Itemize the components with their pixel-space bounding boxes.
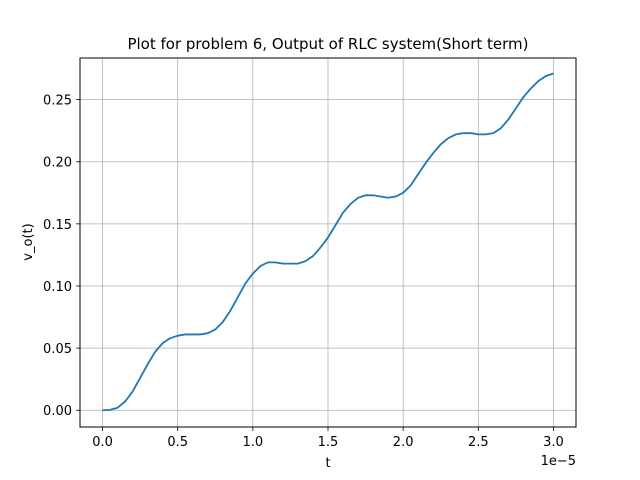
x-tick-label: 0.5 <box>167 435 188 450</box>
x-tick-label: 0.0 <box>92 435 113 450</box>
x-tick-label: 2.0 <box>393 435 414 450</box>
x-tick-label: 2.5 <box>468 435 489 450</box>
y-axis-label: v_o(t) <box>21 223 36 260</box>
y-tick-label: 0.05 <box>43 342 72 357</box>
y-tick-label: 0.25 <box>43 94 72 109</box>
x-tick-label: 3.0 <box>543 435 564 450</box>
series-line <box>102 72 554 412</box>
y-tick-label: 0.00 <box>43 404 72 419</box>
chart-title: Plot for problem 6, Output of RLC system… <box>127 35 528 53</box>
ticks: 0.0 0.5 1.0 1.5 2.0 2.5 3.0 0.00 0.05 0.10 0.15 0.2… <box>43 94 564 450</box>
y-tick-label: 0.15 <box>43 218 72 233</box>
x-offset-label: 1e−5 <box>541 454 576 469</box>
x-tick-label: 1.0 <box>243 435 264 450</box>
y-tick-label: 0.20 <box>43 156 72 171</box>
y-tick-label: 0.10 <box>43 280 72 295</box>
series-layer <box>102 72 554 412</box>
x-tick-label: 1.5 <box>318 435 339 450</box>
grid <box>80 58 576 427</box>
x-axis-label: t <box>325 456 330 471</box>
